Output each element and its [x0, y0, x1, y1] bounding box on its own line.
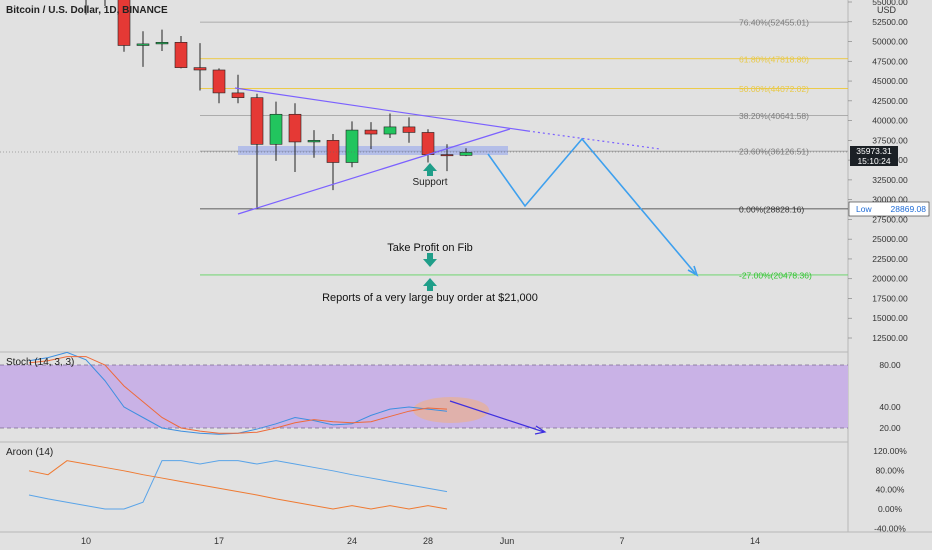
triangle-lower-line[interactable]	[237, 128, 511, 215]
candle-body	[440, 154, 454, 157]
low-value: 28869.08	[891, 204, 927, 214]
fib-level-label: 50.00%(44072.02)	[739, 84, 809, 94]
price-axis[interactable]: 55000.00 52500.00 50000.00 47500.00 45000.00…	[848, 0, 908, 343]
candle-body	[231, 92, 245, 98]
price-tick-label: 52500.00	[872, 17, 908, 27]
candle-body	[250, 97, 264, 145]
time-axis-label: 14	[750, 536, 760, 546]
candle-body	[155, 42, 169, 45]
chart-title: Bitcoin / U.S. Dollar, 1D, BINANCE	[6, 5, 168, 16]
price-tick-label: 45000.00	[872, 76, 908, 86]
aroon-down-line	[28, 460, 448, 510]
candle-body	[402, 126, 416, 133]
aroon-panel[interactable]: Aroon (14) 120.00% 80.00% 40.00% 0.00% -40.0…	[6, 446, 907, 533]
aroon-up-line	[28, 460, 448, 510]
stoch-highlight	[413, 397, 489, 423]
candle-body	[288, 113, 302, 143]
stoch-tick-label: 40.00	[879, 402, 901, 412]
candle-body	[117, 0, 131, 46]
fib-level-label: 38.20%(40641.58)	[739, 111, 809, 121]
price-tick-label: 15000.00	[872, 313, 908, 323]
price-tick-label: 17500.00	[872, 293, 908, 303]
price-projection-path[interactable]	[487, 137, 696, 274]
low-label: Low	[856, 204, 872, 214]
aroon-tick-label: 120.00%	[873, 446, 907, 456]
aroon-tick-label: -40.00%	[874, 523, 906, 533]
stoch-label: Stoch (14, 3, 3)	[6, 357, 74, 368]
price-tick-label: 40000.00	[872, 116, 908, 126]
aroon-tick-label: 40.00%	[876, 485, 905, 495]
support-label: Support	[412, 177, 447, 188]
price-tick-label: 47500.00	[872, 56, 908, 66]
candle-body	[174, 42, 188, 68]
stoch-tick-label: 80.00	[879, 360, 901, 370]
support-arrow-icon	[423, 163, 437, 176]
price-tick-label: 27500.00	[872, 214, 908, 224]
take-profit-label: Take Profit on Fib	[387, 242, 473, 254]
price-tick-label: 22500.00	[872, 254, 908, 264]
support-zone[interactable]	[238, 146, 508, 155]
current-price-badge: 35973.31 15:10:24	[850, 146, 898, 166]
time-axis-label: 28	[423, 536, 433, 546]
triangle-upper-line[interactable]	[234, 87, 529, 132]
price-tick-label: 55000.00	[872, 0, 908, 7]
time-axis-label: 10	[81, 536, 91, 546]
aroon-tick-label: 80.00%	[876, 465, 905, 475]
stoch-projection-arrow[interactable]	[449, 400, 545, 433]
candle-body	[421, 132, 435, 155]
price-tick-label: 30000.00	[872, 195, 908, 205]
candle-body	[212, 69, 226, 94]
price-tick-label: 32500.00	[872, 175, 908, 185]
price-tick-label: 25000.00	[872, 234, 908, 244]
time-axis-label: 24	[347, 536, 357, 546]
candle-body	[193, 67, 207, 71]
candle-body	[459, 152, 473, 156]
currency-label: USD	[877, 5, 897, 15]
candle-body	[345, 129, 359, 163]
low-price-badge: Low 28869.08	[848, 201, 930, 217]
time-axis-label: Jun	[500, 536, 515, 546]
fib-level-label: 76.40%(52455.01)	[739, 18, 809, 28]
candle-body	[364, 129, 378, 135]
stoch-tick-label: 20.00	[879, 423, 901, 433]
aroon-label: Aroon (14)	[6, 447, 53, 458]
price-tick-label: 42500.00	[872, 96, 908, 106]
aroon-tick-label: 0.00%	[878, 504, 903, 514]
triangle-pattern[interactable]	[234, 87, 661, 215]
stoch-panel[interactable]: Stoch (14, 3, 3) 80.00 40.00 20.00	[0, 351, 901, 435]
stoch-d-line	[28, 356, 448, 434]
price-tick-label: 12500.00	[872, 333, 908, 343]
fib-level-label: 61.80%(47818.80)	[739, 54, 809, 64]
price-tick-label: 50000.00	[872, 37, 908, 47]
fib-level-label: -27.00%(20478.36)	[739, 270, 812, 280]
time-axis-label: 17	[214, 536, 224, 546]
candle-body	[136, 43, 150, 46]
bar-countdown: 15:10:24	[857, 156, 890, 166]
candle-body	[383, 126, 397, 135]
projection-arrow-head	[687, 265, 699, 277]
candle-body	[269, 113, 283, 145]
price-tick-label: 37500.00	[872, 135, 908, 145]
time-axis[interactable]: 10 17 24 28 Jun 7 14	[81, 536, 760, 546]
candle-body	[307, 140, 321, 143]
fib-level-label: 0.00%(28828.16)	[739, 204, 804, 214]
last-price-value: 35973.31	[856, 146, 892, 156]
time-axis-label: 7	[619, 536, 624, 546]
price-candles	[85, 0, 473, 210]
triangle-upper-extension[interactable]	[527, 130, 661, 150]
stoch-arrow-head	[534, 425, 547, 435]
buy-order-label: Reports of a very large buy order at $21…	[322, 292, 538, 304]
take-profit-down-arrow-icon	[423, 253, 437, 267]
candle-body	[326, 140, 340, 163]
price-tick-label: 20000.00	[872, 274, 908, 284]
buy-order-up-arrow-icon	[423, 278, 437, 291]
